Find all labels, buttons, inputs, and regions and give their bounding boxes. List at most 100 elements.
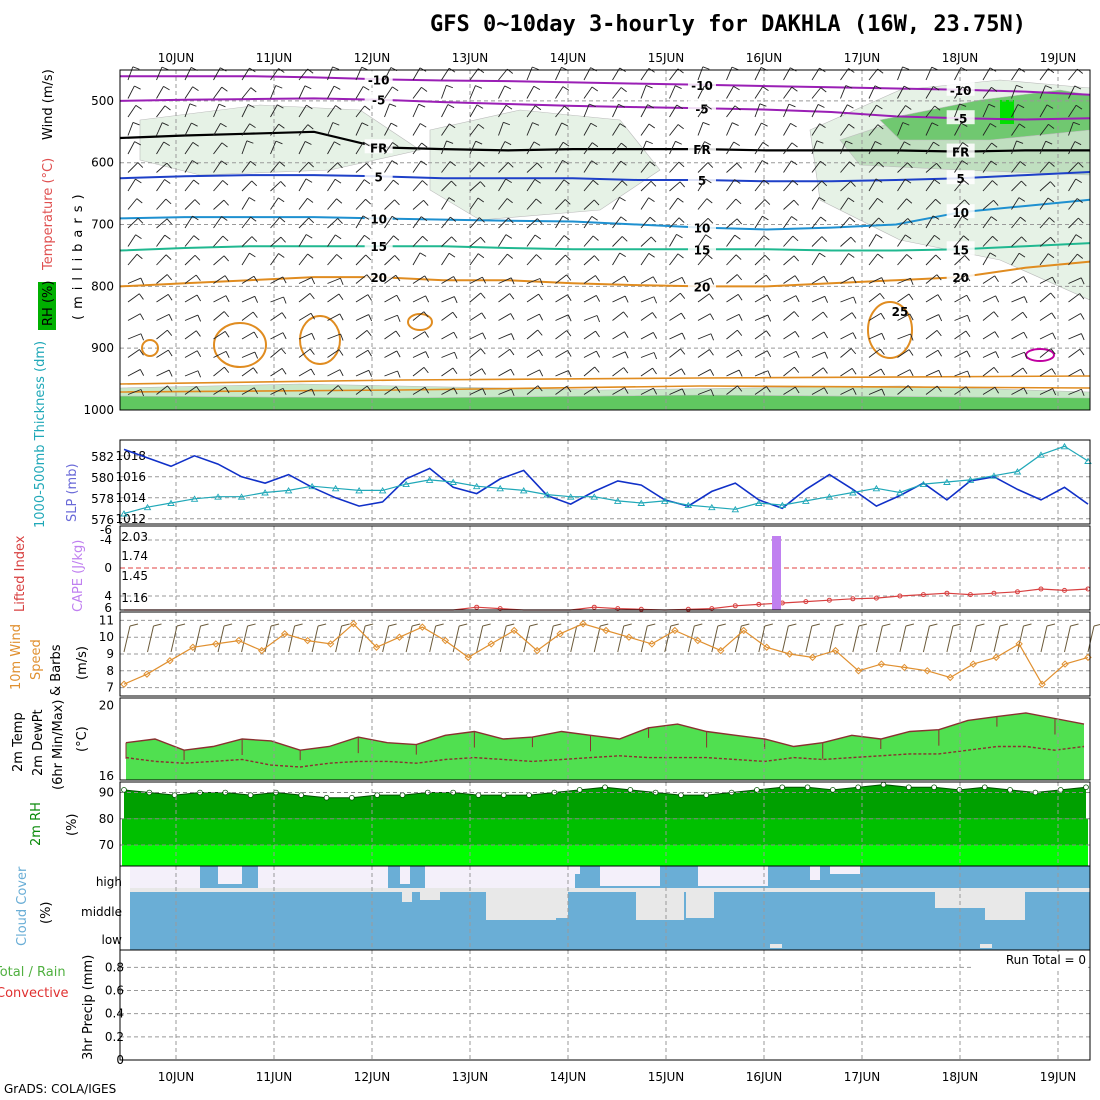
contour-label-bg (688, 76, 716, 91)
wind-barb (298, 85, 306, 99)
wind-barb (766, 350, 772, 358)
wind-barb (710, 389, 714, 397)
wind-barb (964, 255, 970, 261)
wind-barb (563, 179, 570, 185)
wind-barb (902, 66, 910, 70)
wind-barb (565, 254, 571, 261)
wind-barb (697, 253, 708, 266)
wind-barb (925, 349, 939, 358)
wind-barb (761, 160, 769, 165)
wind-barb (384, 235, 394, 247)
wind-barb (1021, 180, 1027, 187)
wind-barb (555, 199, 566, 210)
wind-barb (532, 66, 539, 71)
cloud-gap-middle (636, 892, 684, 920)
wind-barb (253, 387, 259, 395)
wind-barb (337, 218, 343, 224)
wind-barb (241, 140, 248, 155)
wind-barb (367, 294, 372, 301)
wind-barb (726, 66, 733, 81)
precip-tick-label: 0.6 (105, 984, 124, 998)
wind-barb-10m (993, 625, 1001, 653)
wind-barb (897, 293, 910, 303)
wind-barb (1016, 84, 1024, 89)
wind-barb (908, 293, 914, 300)
temp-contour-25-loop (867, 301, 913, 359)
wind-barb (533, 141, 541, 146)
wind-speed-marker (579, 620, 587, 628)
wind-barb (816, 140, 824, 144)
rh-marker (754, 787, 760, 793)
wind-barb (881, 388, 886, 396)
top-date-label: 19JUN (1040, 51, 1077, 65)
wind-barb (421, 142, 428, 148)
wind-barb (1039, 197, 1049, 210)
wind-barb (726, 105, 736, 118)
wind-barb (419, 123, 427, 128)
wind-barb (994, 387, 999, 394)
lifted-index-marker (685, 606, 691, 612)
wind-barb (653, 296, 658, 304)
cape-label-group: CAPE (J/kg) (71, 540, 86, 612)
wind-barb (298, 124, 309, 136)
cloud-gap-low (770, 944, 782, 948)
wind-barb-10m (946, 625, 954, 653)
cloud-divider (130, 888, 1090, 892)
wind-barb (165, 254, 172, 260)
wind-barb-10m (858, 623, 867, 627)
wind-barb (954, 103, 960, 118)
wind-barb (397, 370, 401, 378)
wind-barb (184, 215, 193, 229)
wind-barb (213, 275, 226, 284)
temp-contour-25-loop (141, 339, 159, 357)
wind-barb (555, 350, 568, 358)
wind-barb (709, 313, 715, 321)
wind-barb (1079, 349, 1085, 356)
wind-barb-10m (781, 625, 789, 653)
rh-band-mid (122, 818, 1088, 845)
wind-barb (270, 387, 284, 395)
wind-barb (1011, 311, 1024, 321)
wind-barb (811, 180, 823, 192)
wind-barb (567, 294, 572, 302)
wind-barb-10m (875, 625, 883, 653)
wind-barb (905, 234, 912, 240)
wind-barb-10m (382, 625, 390, 653)
wind-barb (925, 105, 935, 118)
wind-barb (193, 235, 200, 241)
wind-barb (612, 236, 623, 247)
wind-barb (640, 216, 651, 229)
slp-tick-label: 1018 (115, 449, 146, 463)
contour-label-bg (688, 241, 716, 256)
wind-barb (421, 86, 428, 92)
wind-barb (1011, 331, 1024, 340)
wind-speed-marker (648, 640, 656, 648)
bottom-date-label: 10JUN (158, 1070, 195, 1084)
wind-barb (537, 218, 543, 225)
wind-barb (680, 348, 686, 355)
cloud-gap-high (600, 866, 660, 886)
wind-barb (925, 294, 939, 303)
wind-barb (909, 313, 914, 321)
wind-barb (840, 140, 847, 155)
wind-barb (533, 85, 541, 91)
wind-barb (1023, 296, 1028, 304)
wind-barb (811, 311, 824, 321)
wind-barb (298, 277, 312, 284)
top-date-label: 10JUN (158, 51, 195, 65)
wind-barb (897, 218, 909, 229)
wind-barb (250, 160, 257, 166)
wind-barb (562, 159, 569, 165)
wind-barb (877, 253, 884, 259)
wind-barb (840, 217, 851, 229)
wind-barb (1045, 85, 1053, 89)
wind-barb (612, 197, 620, 210)
wind-barb (534, 234, 542, 240)
wind-barb (270, 140, 277, 155)
wind-barb (335, 105, 342, 110)
cloud-gap-high (448, 866, 568, 872)
wind-barb (469, 332, 483, 340)
wind-barb (1039, 85, 1046, 99)
wind-barb (139, 313, 145, 321)
wind-barb (652, 312, 657, 319)
